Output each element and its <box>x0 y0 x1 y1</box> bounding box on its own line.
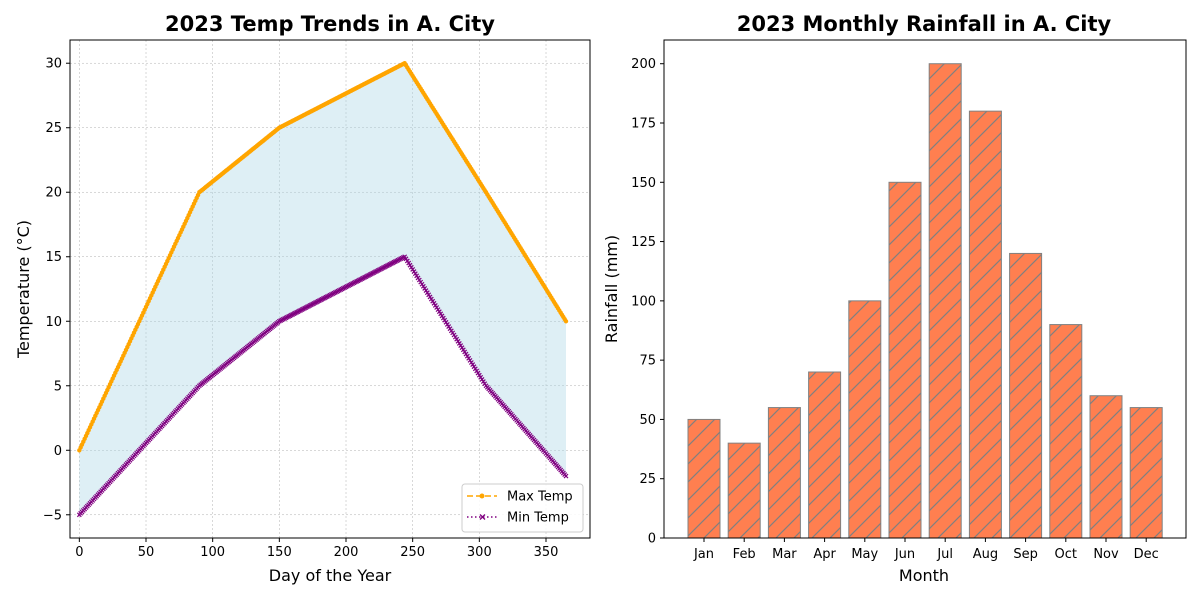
y-tick-label: 25 <box>639 472 656 487</box>
y-tick-label: 50 <box>639 413 656 428</box>
temp-range-fill <box>79 63 566 515</box>
rain-axes-frame <box>663 39 1187 539</box>
bar-hatch <box>808 371 842 539</box>
max-temp-series <box>77 61 569 453</box>
y-tick-label: 75 <box>639 354 656 369</box>
rain-bar-jul <box>928 63 962 539</box>
bar-hatch <box>727 442 761 539</box>
y-tick-label: 5 <box>54 379 62 394</box>
y-tick-label: 10 <box>45 315 62 330</box>
y-tick-label: 25 <box>45 121 62 136</box>
temp-axes-frame <box>69 39 591 539</box>
rain-bars <box>687 63 1163 539</box>
y-tick-label: −5 <box>43 508 62 523</box>
rain-bar-sep <box>1009 252 1043 539</box>
y-tick-label: 30 <box>45 57 62 72</box>
month-tick-label: Dec <box>1134 547 1159 562</box>
month-tick-label: Jan <box>693 547 714 562</box>
x-tick-label: 100 <box>200 545 225 560</box>
rain-bar-mar <box>767 407 801 539</box>
bar-hatch <box>928 63 962 539</box>
min-temp-point <box>563 473 569 479</box>
x-tick-label: 150 <box>267 545 292 560</box>
month-tick-label: Jun <box>894 547 915 562</box>
legend-label: Min Temp <box>507 511 569 526</box>
rain-bar-jun <box>888 181 922 539</box>
bar-hatch <box>848 300 882 539</box>
max-temp-point <box>563 319 569 324</box>
x-tick-label: 50 <box>138 545 155 560</box>
bar-hatch <box>1129 407 1163 539</box>
month-tick-label: Sep <box>1013 547 1038 562</box>
temp-x-axis-label: Day of the Year <box>269 566 392 585</box>
rain-x-axis-label: Month <box>899 566 949 585</box>
rain-bar-oct <box>1049 324 1083 539</box>
y-tick-label: 100 <box>631 294 656 309</box>
y-tick-label: 150 <box>631 176 656 191</box>
x-tick-label: 200 <box>334 545 359 560</box>
month-tick-label: Aug <box>973 547 998 562</box>
bar-hatch <box>1049 324 1083 539</box>
month-tick-label: Mar <box>772 547 797 562</box>
legend-marker <box>479 514 486 520</box>
bar-hatch <box>687 418 721 539</box>
x-tick-label: 250 <box>400 545 425 560</box>
legend-label: Max Temp <box>507 490 573 505</box>
legend-entry: Min Temp <box>467 511 569 526</box>
temp-y-axis-label: Temperature (°C) <box>14 220 33 359</box>
month-tick-label: Feb <box>733 547 756 562</box>
rain-y-ticks: 0 25 50 75 100 125 150 175 200 <box>631 57 664 547</box>
bar-hatch <box>888 181 922 539</box>
rain-x-ticks: Jan Feb Mar Apr May Jun Jul Aug Sep Oct Nov Dec <box>693 538 1159 562</box>
legend-box <box>461 483 584 533</box>
y-tick-label: 20 <box>45 186 62 201</box>
y-tick-label: 15 <box>45 250 62 265</box>
x-tick-label: 350 <box>534 545 559 560</box>
bar-hatch <box>1089 395 1123 539</box>
month-tick-label: May <box>851 547 878 562</box>
legend-entry: Max Temp <box>467 490 573 505</box>
y-tick-label: 175 <box>631 117 656 132</box>
rain-bar-nov <box>1089 395 1123 539</box>
temp-series-group <box>76 61 569 518</box>
temperature-chart: 2023 Temp Trends in A. City 0 50 100 150 200… <box>14 12 591 585</box>
y-tick-label: 0 <box>648 532 656 547</box>
month-tick-label: Jul <box>936 547 953 562</box>
bar-hatch <box>968 110 1002 539</box>
x-tick-label: 0 <box>75 545 83 560</box>
rain-bar-apr <box>808 371 842 539</box>
temp-y-ticks: −5 0 5 10 15 20 25 30 <box>43 57 70 523</box>
y-tick-label: 125 <box>631 235 656 250</box>
month-tick-label: Oct <box>1055 547 1077 562</box>
x-tick-label: 300 <box>467 545 492 560</box>
bar-hatch <box>1009 252 1043 539</box>
rain-bar-aug <box>968 110 1002 539</box>
rain-bar-may <box>848 300 882 539</box>
bar-hatch <box>767 407 801 539</box>
temp-chart-title: 2023 Temp Trends in A. City <box>165 12 495 36</box>
month-tick-label: Apr <box>813 547 836 562</box>
month-tick-label: Nov <box>1093 547 1119 562</box>
rain-bar-feb <box>727 442 761 539</box>
y-tick-label: 0 <box>54 444 62 459</box>
legend-marker <box>479 493 485 499</box>
y-tick-label: 200 <box>631 57 656 72</box>
rain-bar-jan <box>687 418 721 539</box>
temp-x-ticks: 0 50 100 150 200 250 300 350 <box>75 538 558 560</box>
rain-bar-dec <box>1129 407 1163 539</box>
rainfall-chart: 2023 Monthly Rainfall in A. City Jan Feb M… <box>602 12 1187 585</box>
rain-chart-title: 2023 Monthly Rainfall in A. City <box>737 12 1112 36</box>
temp-legend: Max Temp Min Temp <box>461 483 584 533</box>
rain-y-axis-label: Rainfall (mm) <box>602 235 621 343</box>
min-temp-series <box>76 254 569 518</box>
